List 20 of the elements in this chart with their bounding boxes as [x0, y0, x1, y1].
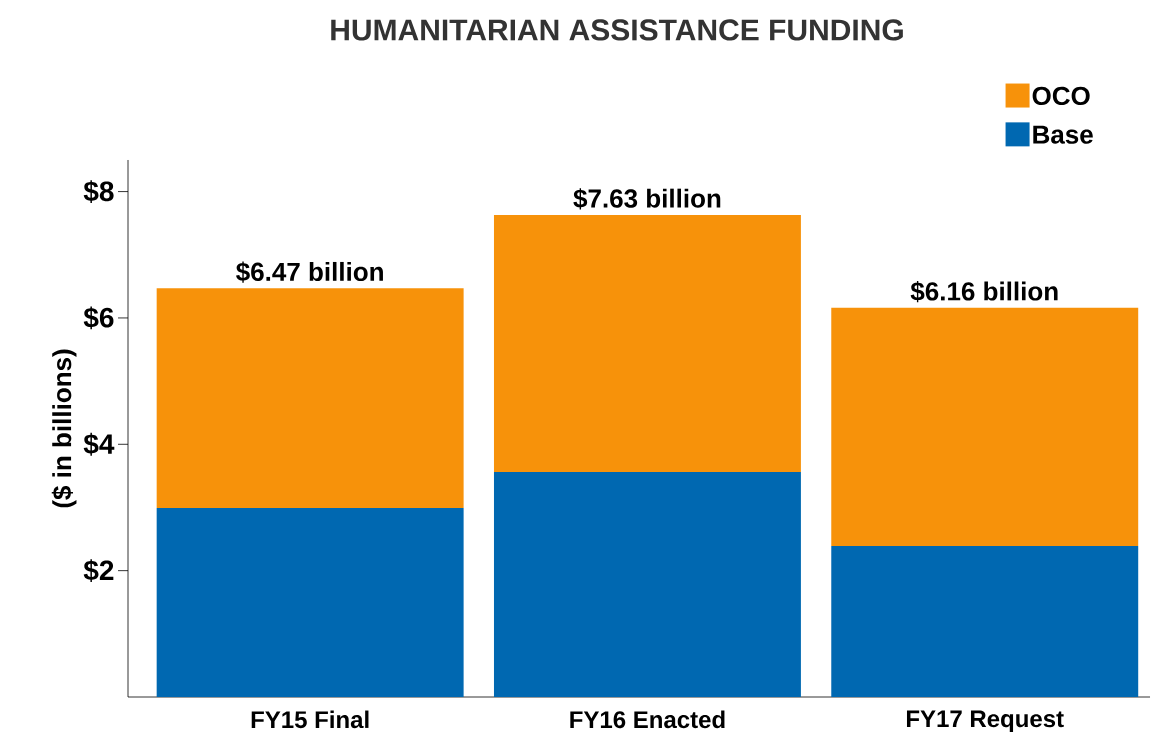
y-tick-label: $4 [83, 432, 115, 456]
bar [493, 214, 801, 473]
total-label: $7.63 billion [573, 188, 721, 210]
bar [831, 546, 1139, 697]
x-tick-label: FY15 Final [251, 710, 369, 729]
y-tick-label: $8 [83, 180, 114, 204]
legend-label: OCO [1032, 86, 1090, 106]
legend-label: Base [1033, 125, 1093, 144]
x-tick-label: FY17 Request [906, 710, 1064, 733]
bar [156, 288, 464, 509]
x-tick-label: FY16 Enacted [570, 710, 725, 729]
bar [831, 307, 1139, 547]
chart-title: HUMANITARIAN ASSISTANCE FUNDING [331, 19, 903, 41]
y-tick-label: $2 [83, 559, 114, 583]
total-label: $6.16 billion [910, 281, 1058, 303]
bar [493, 472, 801, 697]
bar [156, 508, 464, 697]
y-tick-label: $6 [83, 306, 114, 330]
y-axis-title: ($ in billions) [51, 349, 77, 508]
total-label: $6.47 billion [236, 261, 383, 283]
